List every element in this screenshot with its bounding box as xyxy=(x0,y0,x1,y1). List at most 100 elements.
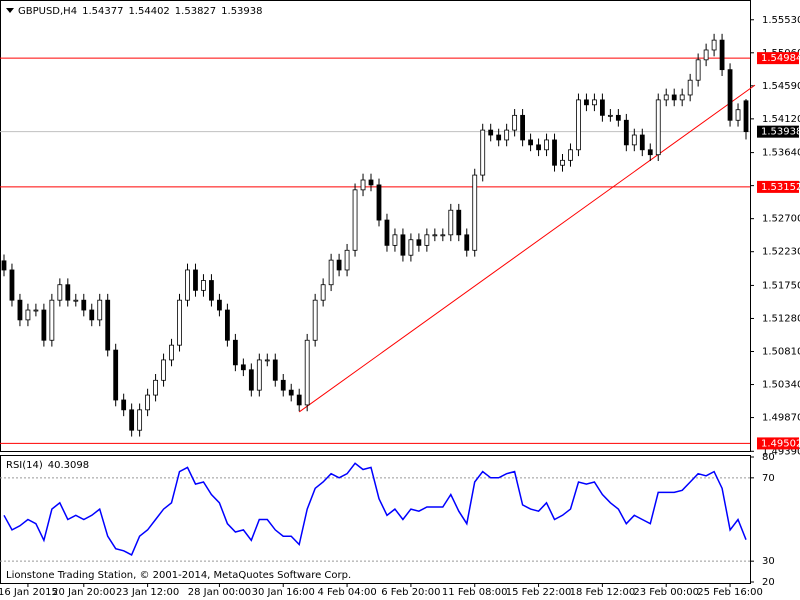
candle-body xyxy=(456,209,462,236)
candle-body xyxy=(81,299,87,311)
candle-body xyxy=(599,99,605,116)
candle-body xyxy=(49,299,55,341)
candle-body xyxy=(440,234,446,237)
candle-body xyxy=(536,144,541,151)
candle-body xyxy=(121,399,127,411)
x-tick-label: 18 Feb 12:00 xyxy=(570,587,636,598)
candle-body xyxy=(615,114,621,121)
annotation: Lionstone Trading Station, © 2001-2014, … xyxy=(6,570,351,581)
candle-body xyxy=(33,309,39,312)
x-tick-label: 4 Feb 04:00 xyxy=(317,587,376,598)
menu-arrow xyxy=(6,8,14,13)
x-tick-label: 11 Feb 08:00 xyxy=(442,587,508,598)
symbol: GBPUSD,H4 xyxy=(18,6,77,17)
candle-body xyxy=(711,39,717,51)
x-tick-label: 15 Feb 22:00 xyxy=(506,587,572,598)
y-tick-label: 1.54120 xyxy=(762,114,800,125)
candle-body xyxy=(264,359,270,362)
y-tick-label: 1.55530 xyxy=(762,15,800,26)
candle-body xyxy=(576,99,581,151)
candle-body xyxy=(320,284,326,301)
x-tick-label: 20 Jan 20:00 xyxy=(52,587,115,598)
candle-body xyxy=(719,39,725,71)
candle-body xyxy=(9,269,15,301)
candle-body xyxy=(560,159,565,166)
y-tick-label: 1.49870 xyxy=(762,413,800,424)
candle-body xyxy=(193,269,198,291)
y-tick-label: 1.52230 xyxy=(762,247,800,258)
candle-body xyxy=(153,379,158,396)
candle-body xyxy=(344,249,350,271)
candle-body xyxy=(352,189,358,251)
candle-body xyxy=(655,99,661,156)
y-tick-label: 1.54590 xyxy=(762,81,800,92)
price-panel xyxy=(0,0,751,452)
candle-body xyxy=(520,114,526,141)
candle-body xyxy=(217,299,222,311)
rsi-line xyxy=(3,462,747,556)
x-tick-label: 25 Feb 16:00 xyxy=(697,587,763,598)
candle-body xyxy=(671,94,677,101)
candle-body xyxy=(400,234,406,256)
y-tick-label: 1.50340 xyxy=(762,380,800,391)
candle-body xyxy=(129,409,135,431)
hline-box xyxy=(757,52,799,65)
candle-body xyxy=(185,269,190,301)
candle-body xyxy=(472,174,478,251)
y-tick-label: 1.51750 xyxy=(762,280,800,291)
candle-body xyxy=(408,239,414,256)
candle-body xyxy=(145,394,151,411)
y-tick-label: 1.53640 xyxy=(762,148,800,159)
candle-body xyxy=(448,209,454,236)
candle-body xyxy=(360,179,366,191)
header-low: 1.53827 xyxy=(175,6,216,17)
price-box xyxy=(757,125,799,138)
candle-body xyxy=(280,379,286,391)
y-tick-label: 1.49390 xyxy=(762,446,800,457)
candle-body xyxy=(504,129,510,141)
candle-body xyxy=(256,359,262,391)
candle-body xyxy=(1,260,7,271)
candle-body xyxy=(232,339,238,366)
hline-box xyxy=(757,180,799,193)
candle-body xyxy=(89,309,95,321)
candle-body xyxy=(639,134,645,151)
candle-body xyxy=(528,139,533,146)
candle-body xyxy=(480,129,486,176)
candle-body xyxy=(25,309,31,321)
x-tick-label: 6 Feb 20:00 xyxy=(381,587,440,598)
hline-label: 1.54984 xyxy=(761,53,800,64)
candle-body xyxy=(272,359,278,381)
candle-body xyxy=(695,59,701,81)
y-tick-label: 1.51280 xyxy=(762,313,800,324)
candle-body xyxy=(568,149,573,161)
y-tick-label: 20 xyxy=(762,577,775,588)
candle-body xyxy=(336,259,342,271)
candle-body xyxy=(201,280,206,291)
candle-body xyxy=(544,139,549,151)
candle-body xyxy=(97,299,103,321)
candle-body xyxy=(687,79,693,96)
candle-body xyxy=(584,99,589,106)
x-tick-label: 23 Feb 00:00 xyxy=(633,587,699,598)
trendline xyxy=(298,84,756,413)
candle-body xyxy=(488,129,494,136)
x-tick-label: 23 Jan 12:00 xyxy=(116,587,179,598)
candle-body xyxy=(424,234,430,246)
candle-body xyxy=(328,259,334,286)
hline-box xyxy=(757,437,799,450)
candle-body xyxy=(137,409,143,431)
x-tick-label: 16 Jan 2015 xyxy=(0,587,58,598)
candle-body xyxy=(224,309,230,341)
candle-body xyxy=(57,284,63,301)
x-tick-label: 30 Jan 16:00 xyxy=(252,587,315,598)
candle-body xyxy=(41,309,47,341)
candle-body xyxy=(105,299,111,351)
legend-value: 40.3098 xyxy=(48,460,89,471)
candle-body xyxy=(113,349,119,401)
candle-body xyxy=(607,114,613,117)
candle-body xyxy=(592,99,597,106)
candle-body xyxy=(73,299,79,302)
candle-body xyxy=(735,109,741,121)
